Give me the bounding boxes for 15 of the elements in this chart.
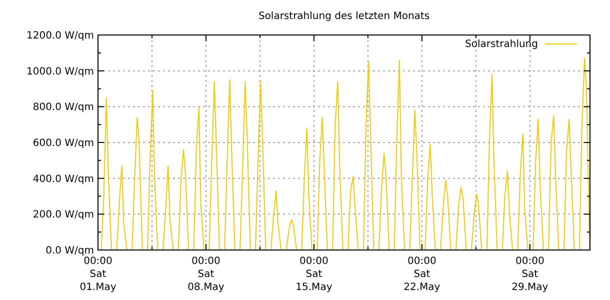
x-tick-label: 00:00 Sat 01.May: [80, 256, 116, 293]
x-tick-label: 00:00 Sat 15.May: [296, 256, 332, 293]
y-tick-label: 600.0 W/qm: [32, 138, 94, 149]
x-tick-label: 00:00 Sat 22.May: [404, 256, 440, 293]
y-tick-label: 1200.0 W/qm: [26, 30, 94, 42]
legend-label: Solarstrahlung: [465, 39, 538, 50]
x-tick-label: 00:00 Sat 29.May: [512, 256, 548, 293]
y-tick-label: 0.0 W/qm: [46, 246, 94, 256]
x-tick-label: 00:00 Sat 08.May: [188, 256, 224, 293]
chart-title: Solarstrahlung des letzten Monats: [258, 11, 430, 22]
y-tick-label: 400.0 W/qm: [32, 174, 94, 185]
y-tick-label: 800.0 W/qm: [32, 102, 94, 114]
y-tick-label: 1000.0 W/qm: [26, 66, 94, 78]
y-tick-label: 200.0 W/qm: [32, 210, 94, 221]
line-series: [100, 58, 590, 250]
